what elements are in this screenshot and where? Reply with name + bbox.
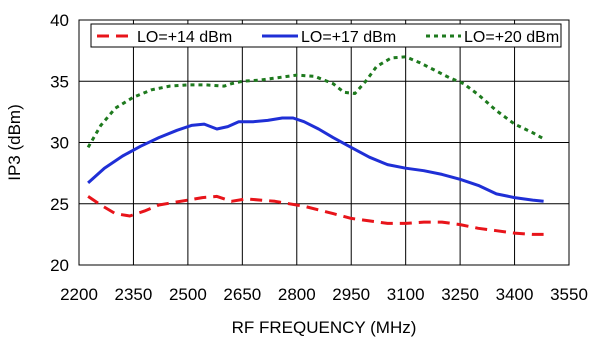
legend-label-2: LO=+17 dBm <box>301 29 396 46</box>
y-tick-label: 20 <box>50 256 69 275</box>
legend-label-3: LO=+20 dBm <box>464 29 559 46</box>
legend-label-1: LO=+14 dBm <box>137 29 232 46</box>
x-tick-label: 2950 <box>332 285 370 304</box>
x-tick-label: 3400 <box>496 285 534 304</box>
x-tick-labels: 2200 2350 2500 2650 2800 2950 3100 3250 3400 3550 <box>60 285 588 304</box>
grid-lines <box>78 19 570 266</box>
y-tick-labels: 20 25 30 35 40 <box>50 11 69 275</box>
series-line-2 <box>87 116 544 203</box>
x-axis-label: RF FREQUENCY (MHz) <box>232 318 417 337</box>
series-line-3 <box>86 55 545 149</box>
x-tick-label: 2350 <box>115 285 153 304</box>
legend: LO=+14 dBm LO=+17 dBm LO=+20 dBm <box>90 23 562 48</box>
y-axis-label: IP3 (dBm) <box>5 104 24 181</box>
y-tick-label: 35 <box>50 72 69 91</box>
series-line-1 <box>87 194 544 236</box>
x-tick-label: 2500 <box>169 285 207 304</box>
x-tick-label: 3550 <box>550 285 588 304</box>
series-lines <box>86 55 545 236</box>
x-tick-label: 3100 <box>387 285 425 304</box>
x-tick-label: 2650 <box>223 285 261 304</box>
legend-box <box>90 23 562 48</box>
plot-frame <box>78 19 570 266</box>
y-tick-label: 40 <box>50 11 69 30</box>
y-tick-label: 30 <box>50 134 69 153</box>
x-tick-label: 2200 <box>60 285 98 304</box>
y-tick-label: 25 <box>50 195 69 214</box>
x-tick-label: 3250 <box>441 285 479 304</box>
x-tick-label: 2800 <box>278 285 316 304</box>
